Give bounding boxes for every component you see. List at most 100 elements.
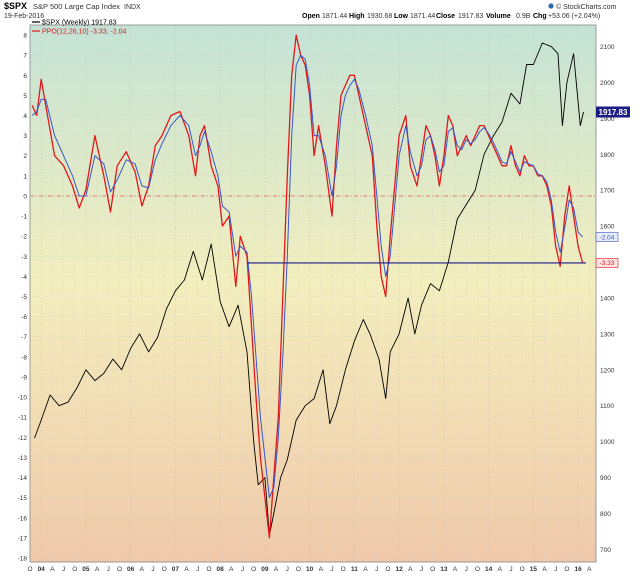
left-tick-label: 0 <box>23 193 27 200</box>
left-tick-label: 6 <box>23 73 27 80</box>
legend: $SPX (Weekly) 1917.83 PPO(12,26,10) -3.3… <box>32 20 127 36</box>
left-tick-label: 1 <box>23 173 27 180</box>
volume-value: 0.9B <box>516 13 531 20</box>
left-tick-label: -7 <box>21 334 27 341</box>
left-tick-label: -9 <box>21 374 27 381</box>
x-tick-label: 08 <box>217 566 225 573</box>
x-tick-label: O <box>341 566 346 573</box>
right-tick-label: 1300 <box>600 331 615 338</box>
x-tick-label: A <box>140 566 145 573</box>
right-tick-label: 1400 <box>600 295 615 302</box>
x-tick-label: J <box>554 566 557 573</box>
left-tick-label: 5 <box>23 93 27 100</box>
left-tick-label: -1 <box>21 214 27 221</box>
x-tick-label: A <box>184 566 189 573</box>
x-tick-label: 10 <box>306 566 314 573</box>
price-badge-text: 1917.83 <box>599 108 628 117</box>
left-tick-label: -18 <box>18 555 28 562</box>
x-tick-label: J <box>241 566 244 573</box>
x-tick-label: 15 <box>530 566 538 573</box>
left-tick-label: -15 <box>18 495 28 502</box>
x-tick-label: O <box>162 566 167 573</box>
x-tick-label: O <box>475 566 480 573</box>
signal-badge-text: -2.04 <box>600 234 615 241</box>
left-tick-label: -2 <box>21 234 27 241</box>
close-label: Close <box>436 13 455 20</box>
right-tick-label: 800 <box>600 511 611 518</box>
chart-header: $SPX S&P 500 Large Cap Index INDX 19-Feb… <box>4 1 617 20</box>
exchange: INDX <box>124 4 141 11</box>
right-tick-label: 700 <box>600 547 611 554</box>
x-tick-label: J <box>196 566 199 573</box>
close-value: 1917.83 <box>458 13 483 20</box>
x-tick-label: O <box>430 566 435 573</box>
spx-price-line <box>34 42 584 536</box>
x-tick-label: 14 <box>485 566 493 573</box>
plot-border <box>29 24 597 563</box>
x-tick-label: J <box>330 566 333 573</box>
left-tick-label: 3 <box>23 133 27 140</box>
x-tick-label: A <box>229 566 234 573</box>
left-tick-label: 4 <box>23 113 27 120</box>
x-tick-label: J <box>375 566 378 573</box>
right-tick-label: 1000 <box>600 439 615 446</box>
right-tick-label: 1900 <box>600 116 615 123</box>
legend-spx: $SPX (Weekly) 1917.83 <box>42 20 117 27</box>
x-tick-label: 12 <box>396 566 404 573</box>
symbol: $SPX <box>4 1 27 11</box>
x-tick-label: A <box>363 566 368 573</box>
x-tick-label: 13 <box>440 566 448 573</box>
high-value: 1930.68 <box>367 13 392 20</box>
left-tick-label: 7 <box>23 53 27 60</box>
value-badges: 1917.83 -2.04 -3.33 <box>595 106 630 268</box>
left-tick-label: -4 <box>21 274 27 281</box>
x-tick-label: 05 <box>82 566 90 573</box>
x-tick-label: 07 <box>172 566 180 573</box>
x-tick-label: 04 <box>38 566 46 573</box>
x-tick-label: A <box>319 566 324 573</box>
x-tick-label: A <box>274 566 279 573</box>
symbol-description: S&P 500 Large Cap Index <box>33 2 120 11</box>
x-tick-label: 06 <box>127 566 135 573</box>
left-tick-label: -16 <box>18 515 28 522</box>
series <box>30 34 596 539</box>
x-tick-label: J <box>62 566 65 573</box>
right-tick-label: 900 <box>600 475 611 482</box>
stockcharts-logo-icon <box>548 3 554 9</box>
ppo-badge <box>595 258 619 268</box>
x-tick-label: O <box>72 566 77 573</box>
left-tick-label: -11 <box>18 415 27 422</box>
x-tick-label: J <box>286 566 289 573</box>
left-tick-label: -12 <box>18 435 28 442</box>
x-tick-label: O <box>27 566 32 573</box>
x-tick-label: A <box>95 566 100 573</box>
open-label: Open <box>302 13 320 20</box>
x-tick-label: A <box>498 566 503 573</box>
x-tick-label: O <box>251 566 256 573</box>
axes: 876543210-1-2-3-4-5-6-7-8-9-10-11-12-13-… <box>18 33 615 573</box>
x-tick-label: O <box>520 566 525 573</box>
x-tick-label: J <box>151 566 154 573</box>
right-tick-label: 2000 <box>600 80 615 87</box>
plot-background <box>30 25 596 562</box>
low-label: Low <box>394 13 409 20</box>
attribution: © StockCharts.com <box>556 3 617 11</box>
left-tick-label: -13 <box>18 455 28 462</box>
x-tick-label: A <box>453 566 458 573</box>
x-tick-label: J <box>509 566 512 573</box>
left-tick-label: -5 <box>21 294 27 301</box>
right-tick-label: 1100 <box>600 403 614 410</box>
right-tick-label: 2100 <box>600 44 615 51</box>
left-tick-label: -6 <box>21 314 27 321</box>
low-value: 1871.44 <box>410 13 435 20</box>
left-tick-label: 2 <box>23 153 27 160</box>
x-tick-label: O <box>385 566 390 573</box>
x-tick-label: 09 <box>261 566 269 573</box>
high-label: High <box>349 13 365 20</box>
right-tick-label: 1700 <box>600 188 615 195</box>
chart-date: 19-Feb-2016 <box>4 13 44 20</box>
x-tick-label: A <box>408 566 413 573</box>
left-tick-label: 8 <box>23 33 27 40</box>
